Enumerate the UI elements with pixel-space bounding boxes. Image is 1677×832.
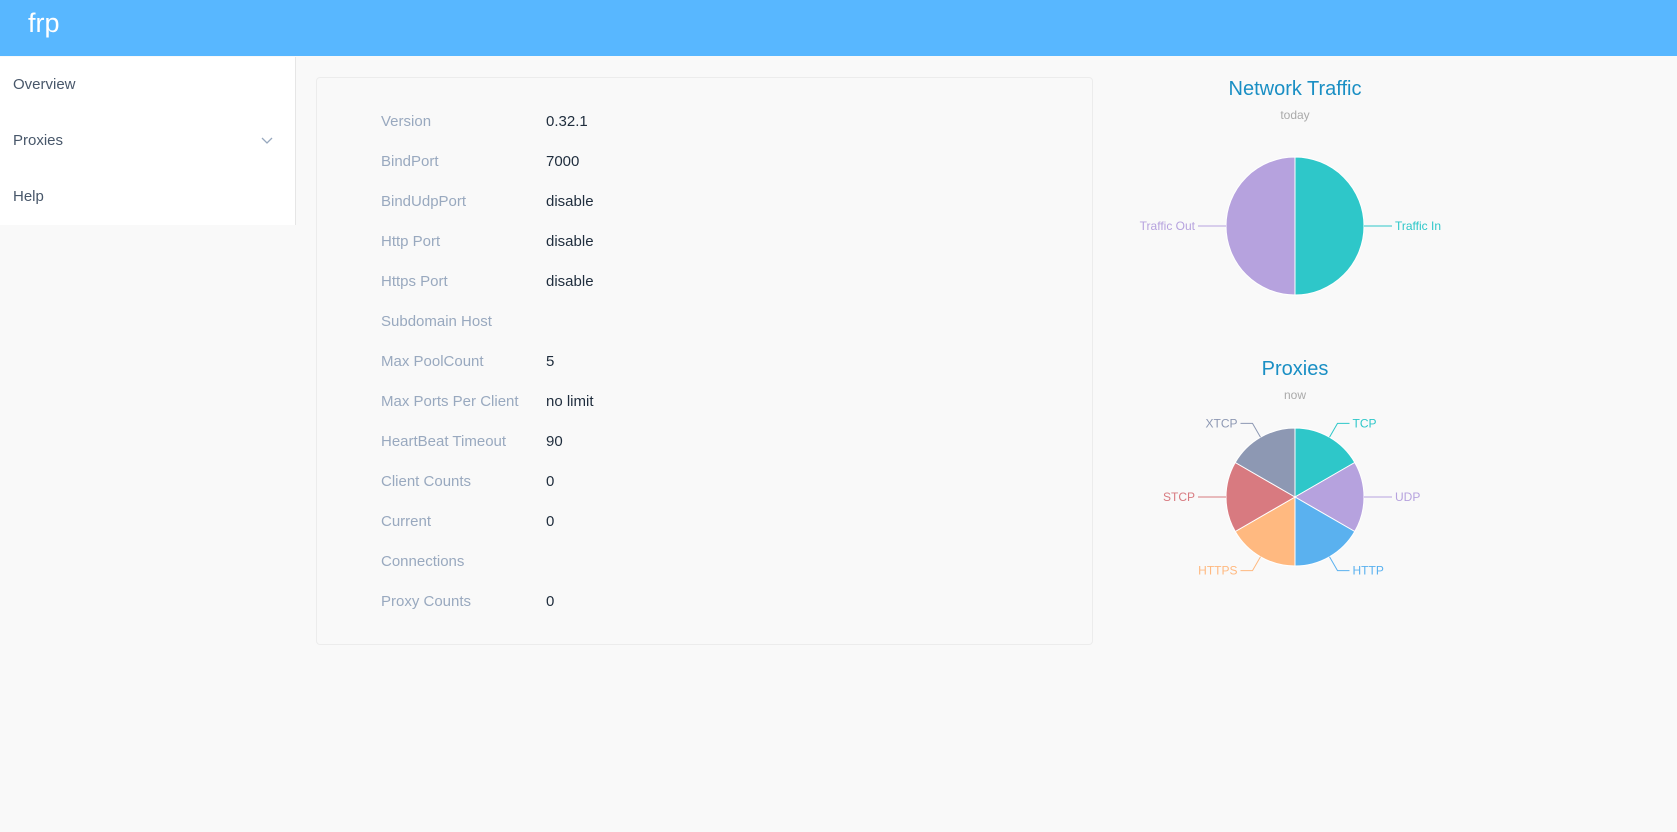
sidebar-menu: Overview Proxies Help	[0, 57, 296, 225]
info-label: Https Port	[381, 273, 448, 290]
sidebar-item-label: Proxies	[13, 132, 64, 149]
pie-label-traffic-in: Traffic In	[1395, 219, 1441, 233]
sidebar-item-label: Help	[13, 188, 44, 205]
info-label: Subdomain Host	[381, 313, 492, 330]
pie-label-tcp: TCP	[1353, 416, 1377, 430]
sidebar-item-overview[interactable]: Overview	[0, 57, 295, 113]
brand-logo[interactable]: frp	[28, 8, 60, 38]
pie-slice-xtcp[interactable]	[1234, 427, 1296, 498]
sidebar-item-help[interactable]: Help	[0, 169, 295, 225]
info-label: Client Counts	[381, 473, 472, 490]
info-value: 0	[546, 593, 555, 610]
info-value: disable	[546, 273, 594, 290]
traffic-pie: Traffic In Traffic Out	[1140, 156, 1441, 296]
info-value: 0.32.1	[546, 113, 588, 130]
info-label: Max Ports Per Client	[381, 393, 519, 410]
pie-label-udp: UDP	[1395, 490, 1420, 504]
server-info-panel: Version 0.32.1 BindPort 7000 BindUdpPort…	[316, 77, 1093, 645]
pie-label-https: HTTPS	[1198, 564, 1237, 578]
info-value: 7000	[546, 153, 580, 170]
pie-label-xtcp: XTCP	[1205, 416, 1237, 430]
info-value: 0	[546, 513, 555, 530]
info-label: HeartBeat Timeout	[381, 433, 507, 450]
pie-slice-http[interactable]	[1294, 496, 1356, 567]
info-label: Proxy Counts	[381, 593, 472, 610]
pie-label-stcp: STCP	[1163, 490, 1195, 504]
sidebar-item-label: Overview	[13, 76, 76, 93]
pie-slice-https[interactable]	[1234, 496, 1296, 567]
pie-label-line	[1240, 556, 1261, 572]
pie-slice-traffic-out[interactable]	[1225, 156, 1296, 296]
pie-label-line	[1240, 422, 1261, 438]
info-label: Connections	[381, 553, 465, 570]
pie-label-line	[1329, 556, 1350, 572]
chart-subtitle: now	[1283, 388, 1306, 402]
info-label: Http Port	[381, 233, 441, 250]
pie-slice-traffic-in[interactable]	[1294, 156, 1365, 296]
proxies-chart: Proxies now TCP UDP HTTP HTTPS STCP XTCP	[1110, 356, 1480, 596]
info-label: BindPort	[381, 153, 439, 170]
chevron-down-icon	[261, 113, 273, 169]
info-value: disable	[546, 193, 594, 210]
info-label: Current	[381, 513, 432, 530]
pie-slice-udp[interactable]	[1293, 461, 1365, 533]
pie-label-http: HTTP	[1353, 564, 1384, 578]
info-value: 0	[546, 473, 555, 490]
chart-title: Proxies	[1261, 358, 1329, 380]
chart-subtitle: today	[1280, 108, 1310, 122]
info-value: 5	[546, 353, 555, 370]
info-label: Max PoolCount	[381, 353, 484, 370]
sidebar-item-proxies[interactable]: Proxies	[0, 113, 295, 169]
info-value: no limit	[546, 393, 594, 410]
network-traffic-chart: Network Traffic today Traffic In Traffic …	[1110, 76, 1480, 306]
info-value: disable	[546, 233, 594, 250]
pie-slice-tcp[interactable]	[1294, 427, 1356, 498]
pie-slice-stcp[interactable]	[1225, 461, 1297, 533]
proxies-pie: TCP UDP HTTP HTTPS STCP XTCP	[1163, 416, 1420, 578]
info-label: BindUdpPort	[381, 193, 467, 210]
info-value: 90	[546, 433, 563, 450]
info-label: Version	[381, 113, 432, 130]
top-header: frp	[0, 0, 1677, 56]
chart-title: Network Traffic	[1228, 78, 1362, 100]
pie-label-line	[1329, 422, 1350, 438]
pie-label-traffic-out: Traffic Out	[1140, 219, 1196, 233]
